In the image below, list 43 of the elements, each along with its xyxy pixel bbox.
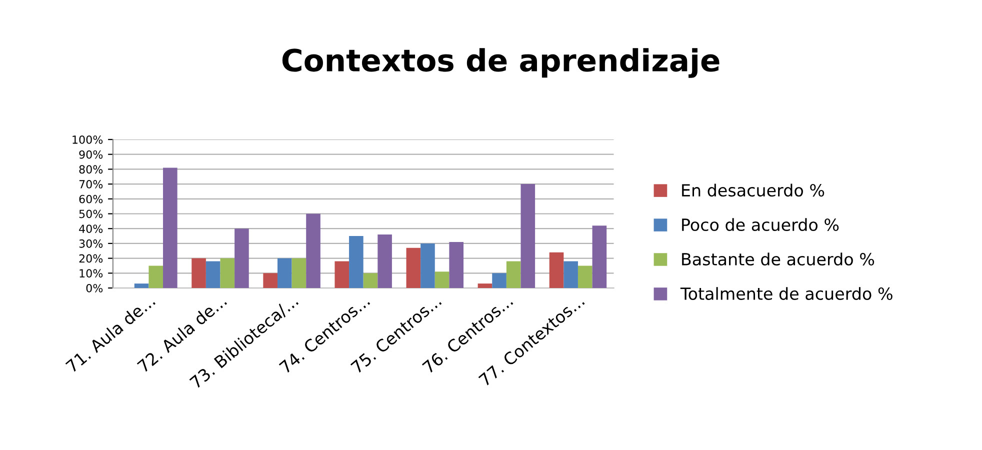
bar bbox=[263, 273, 278, 288]
y-tick-label: 60% bbox=[79, 194, 103, 204]
bar bbox=[406, 248, 421, 288]
legend-label: Bastante de acuerdo % bbox=[682, 252, 874, 266]
bar bbox=[378, 234, 392, 288]
bar bbox=[564, 261, 578, 288]
bar bbox=[449, 242, 464, 288]
bar bbox=[478, 284, 492, 288]
bar bbox=[363, 273, 378, 288]
bar bbox=[334, 261, 350, 288]
bar bbox=[234, 228, 249, 288]
bar bbox=[134, 284, 149, 288]
y-tick-label: 10% bbox=[80, 269, 103, 278]
bar bbox=[420, 243, 435, 288]
bar bbox=[520, 184, 536, 288]
bar bbox=[434, 272, 450, 288]
bar bbox=[148, 266, 164, 288]
bar bbox=[277, 258, 292, 288]
y-tick-label: 40% bbox=[79, 224, 103, 233]
bar bbox=[206, 261, 220, 288]
chart-title: Contextos de aprendizaje bbox=[282, 48, 720, 78]
y-tick-label: 20% bbox=[79, 254, 103, 263]
bar bbox=[292, 258, 306, 288]
bar bbox=[592, 226, 607, 288]
y-tick-label: 50% bbox=[79, 210, 103, 218]
legend-label: Poco de acuerdo % bbox=[682, 218, 839, 232]
bar bbox=[506, 261, 521, 288]
y-tick-label: 0% bbox=[86, 284, 103, 292]
y-tick-label: 80% bbox=[79, 165, 103, 174]
y-tick-label: 30% bbox=[79, 239, 103, 248]
y-tick-label: 70% bbox=[79, 180, 103, 188]
bar bbox=[349, 236, 364, 288]
y-tick-label: 90% bbox=[79, 150, 103, 159]
bar bbox=[578, 266, 592, 288]
bar bbox=[220, 258, 235, 288]
bar bbox=[163, 168, 178, 288]
bar bbox=[492, 273, 506, 288]
legend-label: Totalmente de acuerdo % bbox=[680, 287, 892, 300]
y-tick-label: 100% bbox=[72, 135, 103, 144]
legend-label: En desacuerdo % bbox=[682, 184, 824, 197]
bar bbox=[192, 258, 206, 288]
bar bbox=[306, 214, 320, 288]
bar bbox=[549, 252, 564, 288]
